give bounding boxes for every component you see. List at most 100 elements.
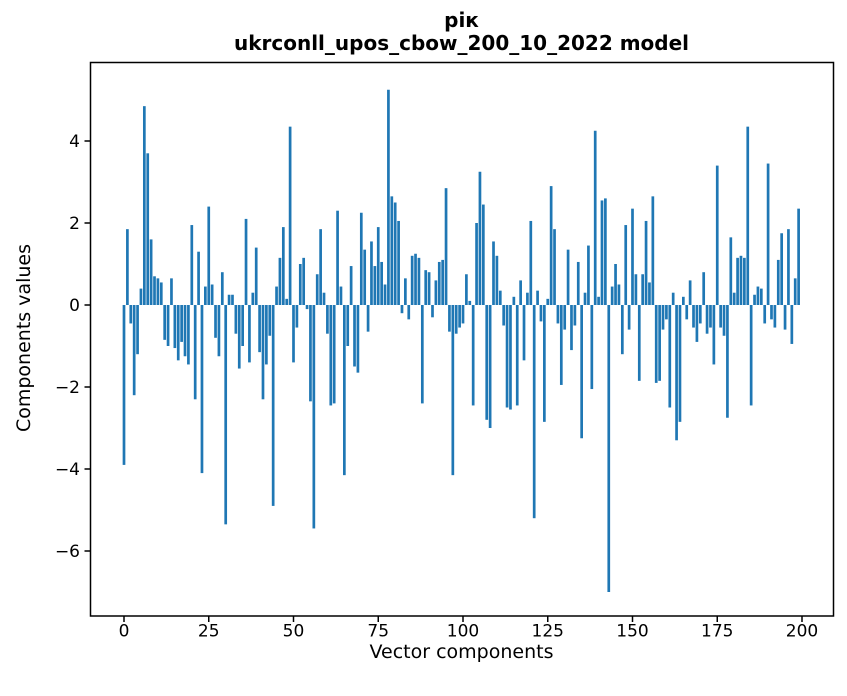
bar xyxy=(773,305,777,328)
bar xyxy=(648,282,651,305)
bar xyxy=(414,253,417,305)
x-tick-label: 175 xyxy=(701,622,733,642)
bar xyxy=(366,305,370,332)
bar xyxy=(424,270,428,305)
bar xyxy=(658,305,661,381)
bar xyxy=(641,274,645,305)
bar xyxy=(685,305,689,320)
bar xyxy=(498,290,502,305)
bar xyxy=(146,153,150,305)
x-axis-label: Vector components xyxy=(369,641,554,663)
bar xyxy=(793,278,797,305)
bar xyxy=(726,305,729,418)
bar xyxy=(776,259,780,305)
bar xyxy=(661,305,665,330)
bar xyxy=(180,305,183,342)
bar xyxy=(397,220,400,305)
bar xyxy=(614,264,617,305)
bar xyxy=(285,298,289,305)
bar xyxy=(600,200,604,305)
bar xyxy=(176,305,180,361)
y-tick-label: 2 xyxy=(69,214,80,234)
bar xyxy=(766,163,770,305)
bar xyxy=(404,278,407,305)
bar xyxy=(275,286,278,305)
bar xyxy=(126,229,129,305)
bar xyxy=(359,212,363,305)
bar xyxy=(502,305,506,326)
bar xyxy=(271,305,275,506)
bar xyxy=(770,305,773,320)
bar xyxy=(393,202,397,305)
bar xyxy=(183,305,187,357)
bar xyxy=(719,305,722,328)
bar xyxy=(278,257,282,305)
bar xyxy=(204,286,207,305)
bar xyxy=(668,305,672,408)
bar xyxy=(590,305,594,390)
bar xyxy=(536,290,539,305)
bar xyxy=(407,305,411,320)
bar xyxy=(481,204,485,305)
bar xyxy=(281,227,285,305)
bar xyxy=(471,305,475,406)
bar xyxy=(607,305,611,592)
bar xyxy=(170,278,173,305)
bar xyxy=(783,305,787,330)
bar xyxy=(634,274,638,305)
bar xyxy=(763,305,767,324)
chart-title-word: рік xyxy=(444,8,479,32)
bar xyxy=(434,280,438,305)
bar xyxy=(231,294,234,305)
bar xyxy=(387,89,390,305)
bar xyxy=(698,305,702,324)
bar xyxy=(736,257,739,305)
bar xyxy=(136,305,139,355)
bar xyxy=(268,305,272,336)
bar xyxy=(475,223,478,305)
bar xyxy=(427,272,431,305)
x-tick-label: 25 xyxy=(198,622,220,642)
bar xyxy=(214,305,217,338)
bar xyxy=(166,305,170,346)
bar xyxy=(444,188,448,305)
bar xyxy=(556,305,560,324)
bar xyxy=(217,305,221,357)
bar xyxy=(187,305,190,365)
bar xyxy=(173,305,177,349)
bar xyxy=(400,305,404,314)
bar xyxy=(478,171,482,305)
bar xyxy=(244,218,248,305)
bar xyxy=(705,305,709,334)
bar xyxy=(644,220,648,305)
bar xyxy=(315,274,319,305)
x-tick-label: 125 xyxy=(532,622,564,642)
bar xyxy=(349,266,353,305)
x-tick-label: 0 xyxy=(119,622,130,642)
bar xyxy=(332,305,336,404)
bar xyxy=(512,296,516,305)
bar xyxy=(519,280,522,305)
bar xyxy=(675,305,678,441)
chart-title-model: ukrconll_upos_cbow_200_10_2022 model xyxy=(233,31,690,55)
bar xyxy=(695,305,699,342)
bar xyxy=(529,220,533,305)
bar xyxy=(722,305,726,336)
bar xyxy=(488,305,492,428)
x-tick-label: 50 xyxy=(283,622,305,642)
bar xyxy=(617,284,621,305)
bar xyxy=(356,305,360,373)
bar xyxy=(637,305,641,381)
x-tick-label: 75 xyxy=(367,622,389,642)
bar xyxy=(587,245,590,305)
bar xyxy=(495,255,499,305)
bar xyxy=(671,292,675,305)
bar xyxy=(156,278,160,305)
bar xyxy=(190,225,194,305)
bar xyxy=(753,294,756,305)
bar xyxy=(451,305,455,476)
bar xyxy=(129,305,133,324)
bar xyxy=(193,305,197,400)
